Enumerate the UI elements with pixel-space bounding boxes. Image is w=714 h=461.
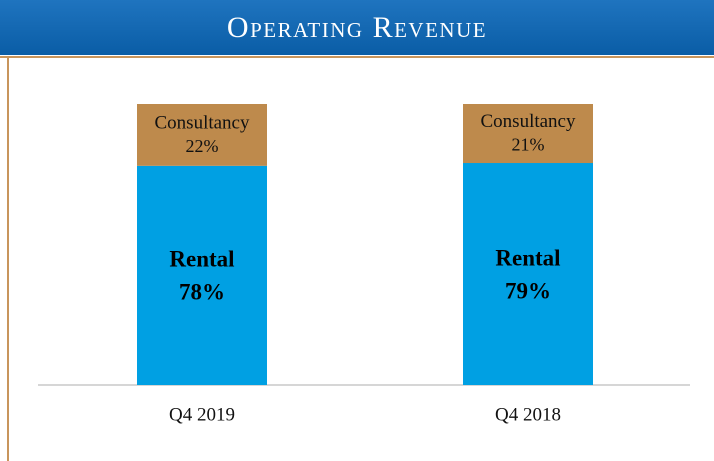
x-tick-label: Q4 2019 <box>169 404 235 425</box>
data-label: 21% <box>512 135 545 155</box>
bar-segment <box>137 165 267 385</box>
segment-name: Consultancy <box>155 112 250 133</box>
bar-segment <box>137 104 267 166</box>
data-label: 79% <box>505 278 551 303</box>
chart-title: Operating Revenue <box>227 11 487 44</box>
header-band <box>0 0 714 55</box>
segment-name: Rental <box>169 247 234 272</box>
bar-segment <box>463 163 593 385</box>
bar-segment <box>463 104 593 164</box>
segment-name: Consultancy <box>481 111 576 132</box>
data-label: 78% <box>179 280 225 305</box>
data-label: 22% <box>186 136 219 156</box>
segment-name: Rental <box>495 245 560 270</box>
x-tick-label: Q4 2018 <box>495 404 561 425</box>
